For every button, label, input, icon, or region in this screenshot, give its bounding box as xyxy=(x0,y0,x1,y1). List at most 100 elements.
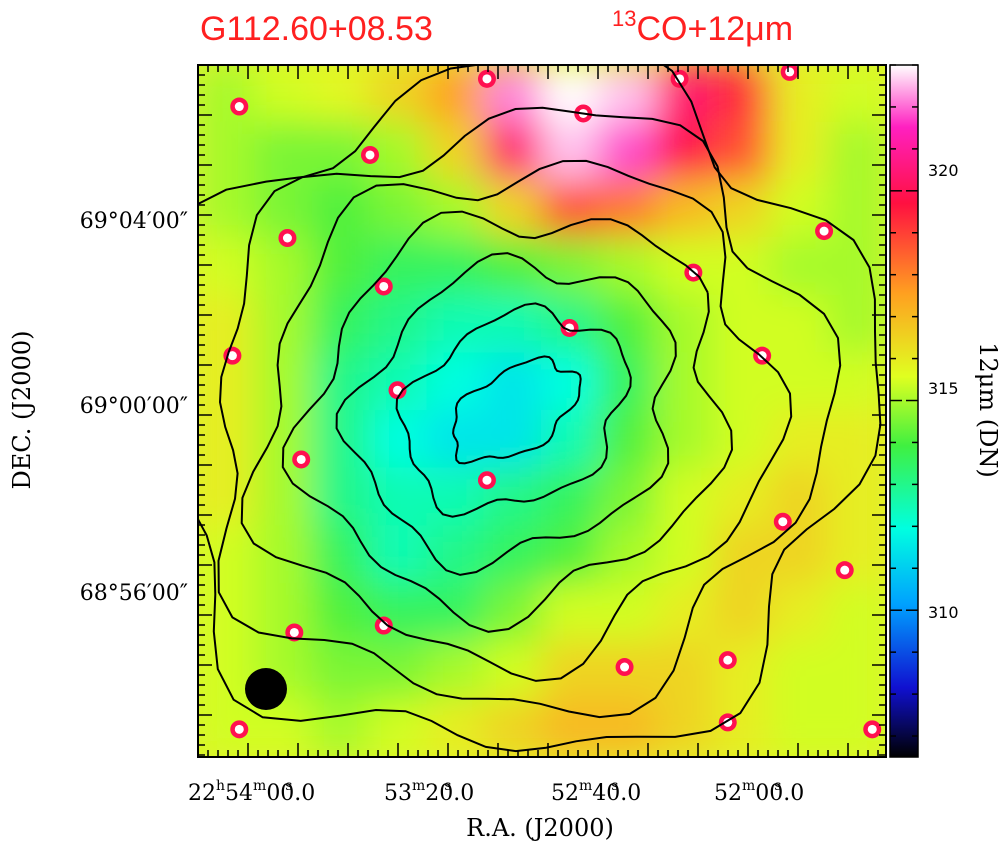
x-tick-unit: s xyxy=(774,778,781,794)
point-sources xyxy=(223,65,882,739)
image-cell xyxy=(483,179,543,239)
image-cell xyxy=(713,583,773,643)
image-cell xyxy=(541,179,601,239)
image-cell xyxy=(713,410,773,470)
image-cell xyxy=(598,179,658,239)
image-cell xyxy=(770,65,830,124)
title-tracer-text: CO+12μm xyxy=(636,10,793,48)
image-cell xyxy=(311,583,371,643)
x-tick-unit: m xyxy=(253,778,266,794)
image-cell xyxy=(713,65,773,124)
intensity-image xyxy=(198,65,886,757)
image-cell xyxy=(254,121,314,182)
contour-line xyxy=(281,210,734,633)
image-cell xyxy=(541,352,601,412)
image-cell xyxy=(541,237,601,297)
x-tick-unit: h xyxy=(216,778,225,794)
image-cell xyxy=(827,640,886,701)
image-cell xyxy=(483,525,543,585)
image-cell xyxy=(426,65,486,124)
image-cell xyxy=(426,583,486,643)
image-cell xyxy=(426,294,486,355)
point-source-core xyxy=(296,454,306,464)
point-source-core xyxy=(379,281,389,291)
colorbar-axis-title: 12μm (DN) xyxy=(974,342,1002,478)
image-cell xyxy=(426,640,486,701)
y-axis-title: DEC. (J2000) xyxy=(8,331,36,490)
point-source-core xyxy=(785,67,795,77)
image-cell xyxy=(311,179,371,239)
image-cell xyxy=(713,525,773,585)
image-cell xyxy=(713,467,773,528)
x-tick-minutes: 52 xyxy=(551,781,579,806)
colorbar-tick-label: 315 xyxy=(928,379,959,398)
y-tick-label: 69°00′00″ xyxy=(80,394,188,419)
image-cell xyxy=(598,467,658,528)
image-cell xyxy=(598,237,658,297)
colorbar-ticks xyxy=(890,64,918,737)
image-cell xyxy=(598,65,658,124)
x-tick-minutes: 52 xyxy=(714,781,742,806)
x-tick-unit: m xyxy=(579,778,592,794)
point-source-core xyxy=(620,662,630,672)
image-cell xyxy=(541,410,601,470)
image-cell xyxy=(426,179,486,239)
image-cell xyxy=(426,352,486,412)
x-tick-unit: s xyxy=(444,778,451,794)
colorbar-tick-label: 320 xyxy=(928,161,959,180)
contour-line xyxy=(335,252,677,576)
image-cell xyxy=(541,121,601,182)
image-cell xyxy=(655,352,715,412)
point-source-core xyxy=(840,565,850,575)
image-cell xyxy=(541,525,601,585)
image-cell xyxy=(426,525,486,585)
image-cell xyxy=(311,698,371,757)
point-source-core xyxy=(778,517,788,527)
image-cell xyxy=(198,179,257,239)
image-cell xyxy=(655,121,715,182)
x-tick-label: 53m20.0s xyxy=(384,778,474,806)
x-tick-unit: s xyxy=(611,778,618,794)
image-cell xyxy=(254,352,314,412)
image-cell xyxy=(311,352,371,412)
image-cell xyxy=(426,121,486,182)
image-cell xyxy=(655,698,715,757)
image-cell xyxy=(198,410,257,470)
image-cell xyxy=(598,294,658,355)
x-tick-unit: s xyxy=(285,778,292,794)
point-source-core xyxy=(365,150,375,160)
image-cell xyxy=(598,583,658,643)
image-cell xyxy=(598,698,658,757)
image-cell xyxy=(311,525,371,585)
image-cell xyxy=(827,583,886,643)
point-source-core xyxy=(819,226,829,236)
x-tick-seconds: 20.0 xyxy=(425,781,474,806)
x-axis-title: R.A. (J2000) xyxy=(466,814,614,842)
point-source-core xyxy=(282,233,292,243)
image-cell xyxy=(198,525,257,585)
image-cell xyxy=(827,525,886,585)
y-tick-label: 68°56′00″ xyxy=(80,581,188,606)
minor-ticks xyxy=(198,65,886,757)
image-cell xyxy=(541,583,601,643)
contours xyxy=(198,65,882,753)
image-cell xyxy=(598,525,658,585)
image-cell xyxy=(426,698,486,757)
x-tick-hours: 22 xyxy=(188,781,216,806)
image-cell xyxy=(483,121,543,182)
image-cell xyxy=(254,65,314,124)
image-cell xyxy=(655,467,715,528)
colorbar xyxy=(889,64,919,758)
chart-title-source: G112.60+08.53 xyxy=(200,10,433,48)
x-tick-minutes: 54 xyxy=(225,781,253,806)
image-cell xyxy=(541,640,601,701)
image-cell xyxy=(713,294,773,355)
x-tick-unit: m xyxy=(742,778,755,794)
image-cell xyxy=(198,294,257,355)
x-tick-label: 52m00.0s xyxy=(714,778,804,806)
contour-line xyxy=(395,302,632,518)
image-cell xyxy=(713,640,773,701)
image-cell xyxy=(369,640,429,701)
image-cell xyxy=(369,525,429,585)
